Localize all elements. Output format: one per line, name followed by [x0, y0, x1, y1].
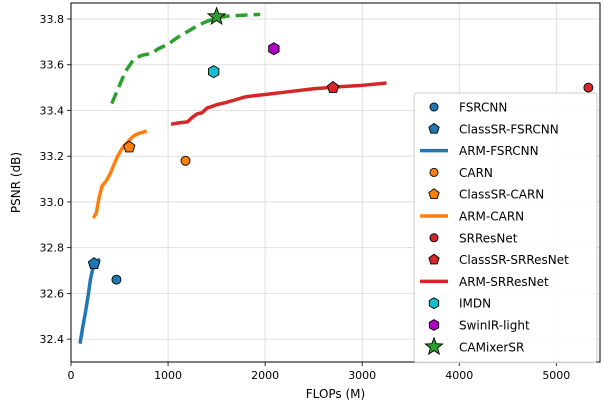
legend-label-carn: CARN — [459, 166, 493, 180]
legend-swatch-fsrcnn — [430, 103, 438, 111]
legend: FSRCNN ClassSR-FSRCNN ARM-FSRCNN CARN ClassS… — [414, 93, 597, 363]
legend-swatch-srresnet — [430, 234, 438, 242]
legend-label-srresnet: SRResNet — [459, 231, 518, 245]
legend-swatch-carn — [430, 168, 438, 176]
legend-label-classsr-fsrcnn: ClassSR-FSRCNN — [459, 122, 559, 136]
series-lines — [80, 14, 386, 343]
y-tick-label: 33.0 — [40, 196, 65, 209]
legend-label-classsr-carn: ClassSR-CARN — [459, 188, 544, 202]
line-arm-carn — [93, 131, 146, 218]
legend-label-swinir-light: SwinIR-light — [459, 319, 530, 333]
x-tick-label: 2000 — [251, 369, 279, 382]
y-tick-label: 32.8 — [40, 242, 65, 255]
y-tick-label: 32.4 — [40, 333, 65, 346]
x-tick-label: 1000 — [154, 369, 182, 382]
legend-label-arm-srresnet: ARM-SRResNet — [459, 275, 549, 289]
legend-label-classsr-srresnet: ClassSR-SRResNet — [459, 253, 569, 267]
y-tick-label: 33.6 — [40, 59, 65, 72]
x-axis-label: FLOPs (M) — [306, 387, 365, 401]
x-tick-label: 3000 — [348, 369, 376, 382]
point-fsrcnn — [112, 275, 121, 284]
point-imdn — [208, 66, 218, 78]
x-tick-label: 5000 — [542, 369, 570, 382]
line-arm-fsrcnn — [80, 259, 100, 344]
x-tick-label: 4000 — [445, 369, 473, 382]
legend-label-fsrcnn: FSRCNN — [459, 101, 507, 115]
point-srresnet — [584, 83, 593, 92]
y-tick-label: 33.2 — [40, 150, 65, 163]
line-camixersr-curve — [112, 14, 261, 103]
legend-swatch-imdn — [429, 298, 438, 309]
y-tick-label: 33.8 — [40, 13, 65, 26]
y-tick-label: 32.6 — [40, 287, 65, 300]
legend-label-camixersr: CAMixerSR — [459, 340, 524, 354]
legend-swatch-swinir-light — [429, 320, 438, 331]
point-swinir-light — [269, 43, 279, 55]
legend-label-imdn: IMDN — [459, 297, 491, 311]
y-axis-label: PSNR (dB) — [9, 152, 23, 213]
legend-label-arm-carn: ARM-CARN — [459, 210, 524, 224]
line-arm-srresnet — [171, 83, 386, 124]
y-tick-label: 33.4 — [40, 104, 65, 117]
point-classsr-srresnet — [327, 82, 338, 93]
point-carn — [181, 156, 190, 165]
x-tick-label: 0 — [68, 369, 75, 382]
legend-label-arm-fsrcnn: ARM-FSRCNN — [459, 144, 539, 158]
